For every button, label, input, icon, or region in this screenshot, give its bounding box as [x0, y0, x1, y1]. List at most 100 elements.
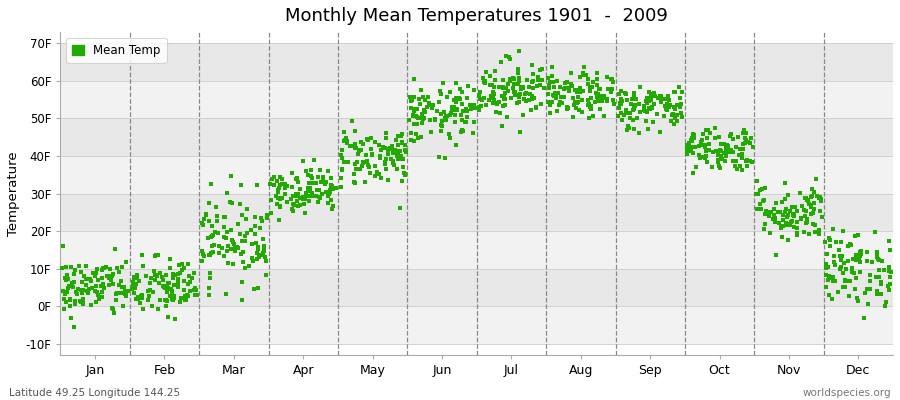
Point: [848, 286, 862, 292]
Point: [870, 290, 885, 297]
Point: [858, 290, 872, 296]
Point: [839, 266, 853, 272]
Point: [558, 85, 572, 91]
Point: [392, 156, 406, 162]
Point: [870, 256, 885, 262]
Point: [285, 206, 300, 212]
Point: [147, 268, 161, 274]
Point: [708, 148, 723, 154]
Point: [436, 80, 450, 87]
Point: [163, 286, 177, 292]
Point: [717, 140, 732, 147]
Point: [304, 172, 319, 179]
Point: [637, 102, 652, 109]
Point: [491, 84, 506, 90]
Point: [467, 119, 482, 125]
Point: [143, 279, 157, 286]
Point: [288, 193, 302, 200]
Point: [447, 112, 462, 118]
Point: [121, 287, 135, 294]
Point: [752, 187, 767, 194]
Point: [225, 200, 239, 206]
Point: [83, 276, 97, 282]
Point: [511, 66, 526, 72]
Point: [410, 106, 424, 112]
Point: [837, 260, 851, 266]
Point: [819, 272, 833, 278]
Point: [104, 277, 118, 283]
Point: [238, 238, 252, 244]
Point: [666, 88, 680, 95]
Point: [293, 194, 308, 201]
Point: [841, 278, 855, 284]
Point: [379, 130, 393, 136]
Point: [340, 140, 355, 146]
Point: [126, 280, 140, 287]
Point: [279, 199, 293, 206]
Point: [135, 252, 149, 258]
Point: [829, 239, 843, 245]
Point: [89, 266, 104, 272]
Point: [449, 80, 464, 86]
Point: [438, 114, 453, 121]
Point: [127, 275, 141, 282]
Point: [826, 226, 841, 232]
Point: [443, 135, 457, 142]
Point: [595, 97, 609, 103]
Point: [252, 254, 266, 260]
Point: [719, 144, 733, 151]
Point: [173, 299, 187, 306]
Point: [701, 127, 716, 134]
Point: [207, 242, 221, 248]
Point: [374, 174, 388, 181]
Point: [761, 212, 776, 219]
Point: [199, 212, 213, 218]
Point: [472, 104, 487, 110]
Point: [819, 262, 833, 268]
Point: [303, 167, 318, 173]
Point: [757, 226, 771, 232]
Point: [209, 204, 223, 210]
Point: [727, 163, 742, 170]
Point: [234, 182, 248, 188]
Point: [531, 77, 545, 84]
Point: [168, 316, 183, 322]
Point: [404, 98, 419, 105]
Point: [74, 298, 88, 305]
Point: [870, 273, 885, 280]
Point: [775, 234, 789, 240]
Point: [351, 151, 365, 157]
Point: [130, 296, 145, 302]
Point: [112, 268, 127, 275]
Point: [442, 131, 456, 137]
Point: [795, 203, 809, 209]
Point: [668, 89, 682, 96]
Point: [672, 104, 687, 110]
Point: [882, 264, 896, 270]
Point: [186, 270, 201, 276]
Point: [741, 139, 755, 145]
Point: [435, 118, 449, 124]
Point: [153, 296, 167, 303]
Point: [681, 145, 696, 152]
Point: [221, 259, 236, 266]
Point: [296, 194, 310, 200]
Point: [395, 163, 410, 170]
Point: [437, 155, 452, 161]
Point: [166, 271, 181, 278]
Point: [415, 120, 429, 126]
Point: [517, 85, 531, 91]
Point: [157, 284, 171, 290]
Point: [402, 117, 417, 123]
Point: [206, 249, 220, 255]
Point: [813, 194, 827, 200]
Point: [624, 101, 638, 108]
Point: [626, 102, 641, 108]
Point: [666, 110, 680, 117]
Point: [409, 131, 423, 137]
Point: [487, 84, 501, 91]
Point: [518, 90, 533, 96]
Point: [117, 284, 131, 290]
Point: [778, 179, 792, 186]
Point: [143, 275, 157, 281]
